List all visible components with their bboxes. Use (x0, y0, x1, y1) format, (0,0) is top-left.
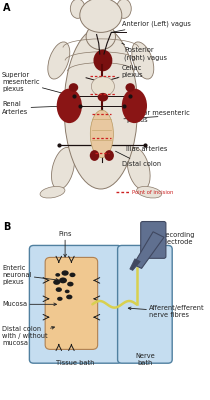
Ellipse shape (70, 0, 85, 18)
Ellipse shape (65, 290, 70, 293)
FancyBboxPatch shape (118, 246, 172, 363)
Text: Posterior
(right) vagus: Posterior (right) vagus (122, 43, 167, 61)
Ellipse shape (132, 42, 154, 79)
Text: Inferior mesenteric
plexus: Inferior mesenteric plexus (124, 110, 190, 123)
Ellipse shape (90, 150, 99, 161)
Text: Anterior (Left) vagus: Anterior (Left) vagus (111, 20, 191, 32)
Ellipse shape (55, 273, 60, 277)
Ellipse shape (127, 148, 150, 190)
Ellipse shape (57, 297, 63, 301)
Text: Renal
Arteries: Renal Arteries (2, 102, 71, 114)
Ellipse shape (122, 88, 147, 123)
Ellipse shape (57, 88, 82, 123)
Text: Tissue bath: Tissue bath (56, 360, 95, 366)
Ellipse shape (98, 93, 108, 102)
Ellipse shape (67, 282, 74, 286)
Ellipse shape (66, 295, 72, 299)
Ellipse shape (91, 77, 114, 96)
Ellipse shape (90, 110, 113, 158)
Ellipse shape (40, 186, 65, 198)
Text: Nerve
bath: Nerve bath (135, 353, 155, 366)
Text: A: A (3, 3, 11, 13)
Text: Mucosa: Mucosa (2, 301, 56, 307)
Ellipse shape (137, 186, 161, 198)
Ellipse shape (126, 83, 135, 92)
FancyBboxPatch shape (29, 246, 122, 363)
Ellipse shape (59, 278, 67, 283)
Text: Recording
electrode: Recording electrode (149, 232, 195, 244)
Polygon shape (50, 262, 92, 345)
Ellipse shape (80, 0, 122, 32)
Ellipse shape (48, 42, 70, 79)
Text: Pins: Pins (58, 231, 72, 257)
Text: Iliac arteries: Iliac arteries (126, 145, 167, 152)
Text: B: B (3, 222, 10, 232)
Ellipse shape (105, 150, 114, 161)
Polygon shape (134, 232, 164, 268)
Text: Enteric
neuronal
plexus: Enteric neuronal plexus (2, 265, 59, 285)
FancyBboxPatch shape (45, 258, 98, 350)
Ellipse shape (69, 273, 76, 277)
Ellipse shape (93, 50, 112, 71)
Text: Distal colon
with / without
mucosa: Distal colon with / without mucosa (2, 326, 54, 346)
Ellipse shape (62, 270, 69, 276)
Ellipse shape (64, 27, 138, 189)
FancyBboxPatch shape (141, 222, 166, 258)
Text: Celiac
plexus: Celiac plexus (118, 65, 143, 78)
Text: Afferent/efferent
nerve fibres: Afferent/efferent nerve fibres (128, 305, 205, 318)
Polygon shape (130, 259, 140, 270)
Ellipse shape (53, 280, 60, 285)
Text: Distal colon: Distal colon (116, 151, 161, 167)
Ellipse shape (86, 24, 116, 50)
Ellipse shape (69, 83, 78, 92)
Text: Superior
mesenteric
plexus: Superior mesenteric plexus (2, 72, 73, 96)
Text: Point of incision: Point of incision (132, 190, 174, 195)
Ellipse shape (56, 287, 62, 292)
Ellipse shape (117, 0, 131, 18)
Ellipse shape (51, 148, 75, 190)
